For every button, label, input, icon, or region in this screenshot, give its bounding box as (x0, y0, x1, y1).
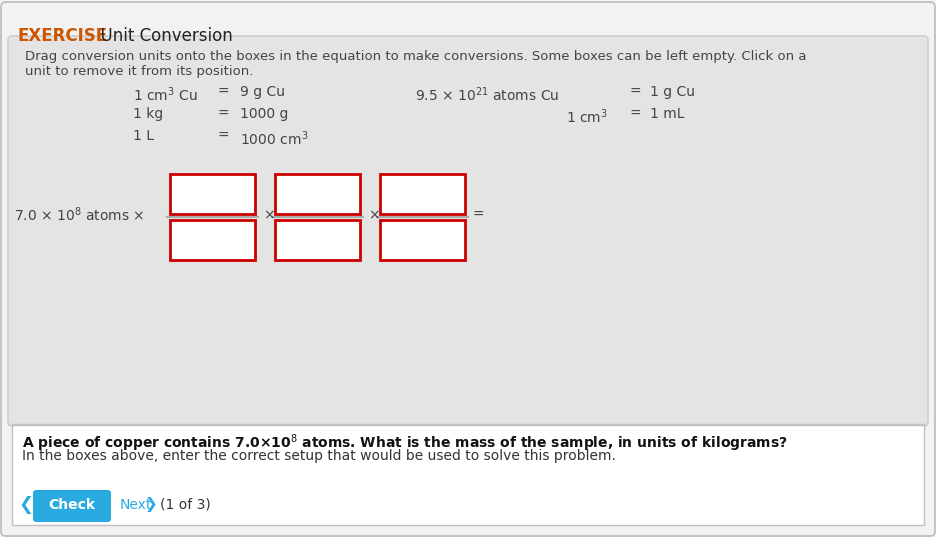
Text: In the boxes above, enter the correct setup that would be used to solve this pro: In the boxes above, enter the correct se… (22, 449, 615, 463)
Text: =: = (629, 107, 641, 121)
Text: 1 cm$^3$: 1 cm$^3$ (565, 107, 607, 126)
Text: =: = (218, 85, 229, 99)
Text: 1 L: 1 L (133, 129, 154, 143)
Text: 1 mL: 1 mL (650, 107, 684, 121)
Text: Drag conversion units onto the boxes in the equation to make conversions. Some b: Drag conversion units onto the boxes in … (25, 50, 806, 63)
Text: unit to remove it from its position.: unit to remove it from its position. (25, 65, 253, 78)
Bar (169, 174, 255, 214)
Text: ❮: ❮ (19, 496, 34, 514)
Text: ❯: ❯ (145, 497, 157, 512)
Bar (380, 220, 464, 260)
Text: 1000 g: 1000 g (240, 107, 288, 121)
Text: Check: Check (49, 498, 95, 512)
Bar (169, 220, 255, 260)
Text: Next: Next (120, 498, 153, 512)
Text: 1000 cm$^3$: 1000 cm$^3$ (240, 129, 308, 148)
Bar (12, 425, 923, 525)
Text: 1 g Cu: 1 g Cu (650, 85, 695, 99)
Text: (1 of 3): (1 of 3) (160, 498, 211, 512)
Text: EXERCISE: EXERCISE (18, 27, 108, 45)
Bar (274, 220, 359, 260)
Text: 7.0 × 10$^8$ atoms ×: 7.0 × 10$^8$ atoms × (14, 206, 144, 224)
Text: =: = (473, 208, 484, 222)
FancyBboxPatch shape (33, 490, 110, 522)
Text: Unit Conversion: Unit Conversion (90, 27, 232, 45)
Bar (274, 174, 359, 214)
Text: A piece of copper contains 7.0×10$^8$ atoms. What is the mass of the sample, in : A piece of copper contains 7.0×10$^8$ at… (22, 432, 787, 454)
Text: 1 cm$^3$ Cu: 1 cm$^3$ Cu (133, 85, 197, 104)
Text: 9 g Cu: 9 g Cu (240, 85, 285, 99)
Bar (380, 174, 464, 214)
Text: 9.5 × 10$^{21}$ atoms Cu: 9.5 × 10$^{21}$ atoms Cu (415, 85, 559, 104)
Text: 1 kg: 1 kg (133, 107, 163, 121)
Text: =: = (218, 107, 229, 121)
Text: =: = (629, 85, 641, 99)
Text: ×: × (368, 208, 379, 222)
Text: ×: × (263, 208, 274, 222)
Text: =: = (218, 129, 229, 143)
FancyBboxPatch shape (8, 36, 927, 426)
